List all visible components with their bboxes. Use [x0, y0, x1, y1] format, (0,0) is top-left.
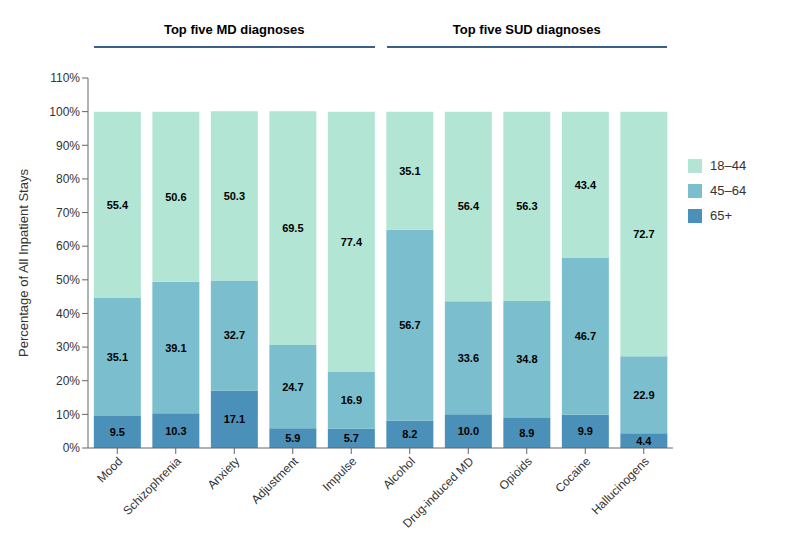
svg-text:0%: 0%: [63, 441, 81, 455]
svg-text:56.7: 56.7: [399, 319, 420, 331]
svg-text:17.1: 17.1: [224, 413, 245, 425]
svg-text:Alcohol: Alcohol: [380, 454, 418, 492]
svg-text:110%: 110%: [50, 71, 80, 85]
html-text:Top five MD diagnoses: Top five MD diagnoses: [163, 22, 305, 37]
svg-text:Percentage of All Inpatient St: Percentage of All Inpatient Stays: [16, 169, 31, 357]
svg-text:Cocaine: Cocaine: [552, 454, 593, 495]
svg-text:80%: 80%: [56, 172, 80, 186]
svg-text:9.5: 9.5: [110, 426, 125, 438]
html-text:18–44: 18–44: [710, 158, 747, 173]
svg-text:5.9: 5.9: [285, 432, 300, 444]
svg-text:8.9: 8.9: [519, 427, 534, 439]
svg-text:5.7: 5.7: [344, 432, 359, 444]
svg-text:39.1: 39.1: [165, 342, 186, 354]
svg-text:16.9: 16.9: [341, 394, 362, 406]
svg-text:20%: 20%: [56, 374, 80, 388]
svg-text:55.4: 55.4: [107, 199, 129, 211]
svg-text:Schizophrenia: Schizophrenia: [120, 454, 184, 518]
svg-text:77.4: 77.4: [341, 236, 363, 248]
html-text:Top five SUD diagnoses: Top five SUD diagnoses: [452, 22, 601, 37]
svg-text:32.7: 32.7: [224, 329, 245, 341]
svg-text:4.4: 4.4: [636, 435, 652, 447]
svg-text:72.7: 72.7: [633, 228, 654, 240]
svg-text:50%: 50%: [56, 273, 80, 287]
svg-text:70%: 70%: [56, 206, 80, 220]
svg-text:35.1: 35.1: [107, 351, 128, 363]
svg-text:33.6: 33.6: [458, 352, 479, 364]
svg-text:24.7: 24.7: [282, 381, 303, 393]
svg-text:Adjustment: Adjustment: [249, 454, 302, 507]
svg-text:9.9: 9.9: [578, 425, 593, 437]
svg-text:50.3: 50.3: [224, 190, 245, 202]
svg-text:60%: 60%: [56, 239, 80, 253]
svg-text:56.3: 56.3: [516, 200, 537, 212]
svg-text:8.2: 8.2: [402, 428, 417, 440]
svg-text:46.7: 46.7: [575, 330, 596, 342]
svg-text:90%: 90%: [56, 139, 80, 153]
svg-text:69.5: 69.5: [282, 222, 303, 234]
svg-text:22.9: 22.9: [633, 389, 654, 401]
svg-text:Mood: Mood: [94, 454, 125, 485]
svg-text:35.1: 35.1: [399, 165, 420, 177]
svg-text:10.0: 10.0: [458, 425, 479, 437]
html-text:65+: 65+: [710, 208, 733, 223]
svg-text:Anxiety: Anxiety: [205, 454, 243, 492]
svg-text:56.4: 56.4: [458, 200, 480, 212]
svg-text:Drug-induced MD: Drug-induced MD: [400, 454, 477, 531]
svg-text:43.4: 43.4: [575, 179, 597, 191]
svg-text:100%: 100%: [49, 105, 80, 119]
svg-text:30%: 30%: [56, 340, 80, 354]
svg-text:Opioids: Opioids: [496, 454, 535, 493]
html-text:45–64: 45–64: [710, 183, 747, 198]
svg-text:Impulse: Impulse: [320, 454, 360, 494]
svg-text:10.3: 10.3: [165, 425, 186, 437]
svg-text:50.6: 50.6: [165, 191, 186, 203]
svg-text:34.8: 34.8: [516, 353, 537, 365]
svg-text:40%: 40%: [56, 307, 80, 321]
svg-text:10%: 10%: [56, 408, 80, 422]
svg-text:Hallucinogens: Hallucinogens: [589, 454, 652, 517]
